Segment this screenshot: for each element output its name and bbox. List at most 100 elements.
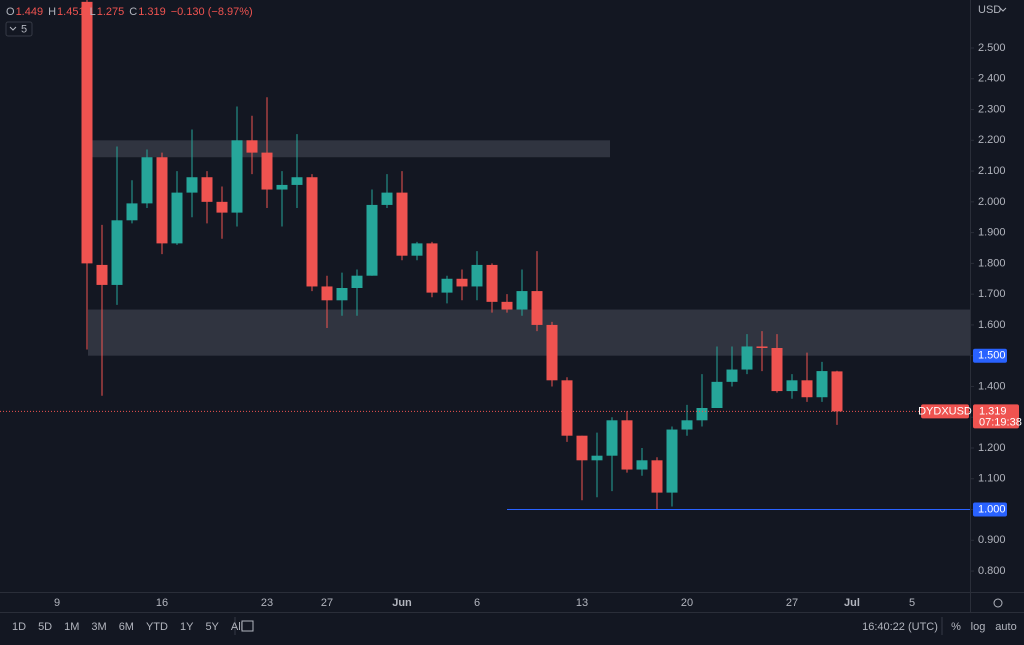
y-tick-label: 2.500 [978,42,1006,54]
x-tick-label: 27 [786,597,798,609]
candle-body [546,324,558,381]
candle-body [126,203,138,221]
indicator-box[interactable] [5,21,33,37]
goto-date-icon[interactable] [241,620,254,632]
candle-body [561,380,573,436]
candle-body [81,1,93,264]
x-tick-label: 20 [681,597,693,609]
candle-body [141,157,153,204]
indicator-count: 5 [21,23,27,35]
y-tick-label: 1.800 [978,257,1006,269]
range-button[interactable]: 1D [12,621,26,633]
settings-icon[interactable] [993,598,1003,608]
x-tick-label: 6 [474,597,480,609]
candle-body [516,291,528,310]
candle-body [336,288,348,301]
candle-body [156,157,168,244]
y-tick-label: 0.800 [978,565,1006,577]
symbol-tag [921,404,969,419]
candle-body [651,460,663,493]
candle-body [471,264,483,287]
range-button[interactable]: All [231,621,243,633]
x-tick-label: 16 [156,597,168,609]
candle-body [486,264,498,302]
candle-body [111,220,123,285]
ohlc-key: L [90,6,96,18]
range-button[interactable]: 5Y [205,621,219,633]
candle-body [276,184,288,190]
ohlc-value: 1.275 [97,6,125,18]
candle-body [411,243,423,256]
y-tick-label: 1.400 [978,380,1006,392]
candle-body [621,420,633,470]
ohlc-value: 1.319 [138,6,166,18]
range-button[interactable]: YTD [146,621,168,633]
candle-body [201,177,213,202]
range-button[interactable]: 5D [38,621,52,633]
candle-body [396,192,408,256]
ohlc-key: C [129,6,137,18]
candle-body [501,301,513,310]
candle-body [636,460,648,470]
candle-body [366,204,378,276]
candle-body [711,381,723,408]
zone [88,140,610,158]
range-button[interactable]: 1M [64,621,79,633]
ohlc-key: H [48,6,56,18]
candle-body [786,380,798,392]
currency-caret [999,7,1007,12]
candle-body [816,371,828,398]
range-button[interactable]: 3M [91,621,106,633]
candle-body [291,177,303,185]
candle-body [216,201,228,213]
candle-body [321,286,333,301]
y-tick-label: 1.100 [978,473,1006,485]
candle-body [606,420,618,456]
ohlc-value: 1.451 [57,6,85,18]
y-tick-label: 1.700 [978,288,1006,300]
candle-body [426,243,438,293]
y-tick-label: 0.900 [978,534,1006,546]
y-tick-label: 2.400 [978,73,1006,85]
candle-body [96,264,108,285]
candle-body [681,420,693,430]
indicator-caret [9,26,17,31]
x-tick-label: 5 [909,597,915,609]
y-tick-label: 1.600 [978,319,1006,331]
x-tick-label: Jun [392,597,412,609]
clock: 16:40:22 (UTC) [862,621,938,633]
candle-body [186,177,198,193]
candle-body [756,346,768,348]
candle-body [726,369,738,382]
x-tick-label: 27 [321,597,333,609]
candle-body [171,192,183,244]
y-tick-label: 1.200 [978,442,1006,454]
level-tag [973,502,1007,517]
zone [88,309,970,356]
last-price-tag [973,404,1019,429]
candle-body [591,455,603,461]
candle-body [771,348,783,392]
candle-body [801,380,813,398]
auto-toggle[interactable]: auto [995,621,1016,633]
x-tick-label: 9 [54,597,60,609]
candle-body [261,152,273,190]
candle-body [831,371,843,412]
currency[interactable]: USD [978,4,1001,16]
percent-toggle[interactable]: % [951,621,961,633]
candle-body [246,140,258,153]
range-button[interactable]: 1Y [180,621,194,633]
candle-body [351,275,363,288]
candle-body [666,429,678,493]
y-tick-label: 2.300 [978,103,1006,115]
candle-body [231,140,243,213]
log-toggle[interactable]: log [971,621,986,633]
y-tick-label: 1.900 [978,227,1006,239]
symbol-label: DYDXUSD [918,405,972,417]
x-tick-label: Jul [844,597,860,609]
range-button[interactable]: 6M [119,621,134,633]
candle-body [696,408,708,421]
x-tick-label: 13 [576,597,588,609]
candle-body [531,291,543,325]
